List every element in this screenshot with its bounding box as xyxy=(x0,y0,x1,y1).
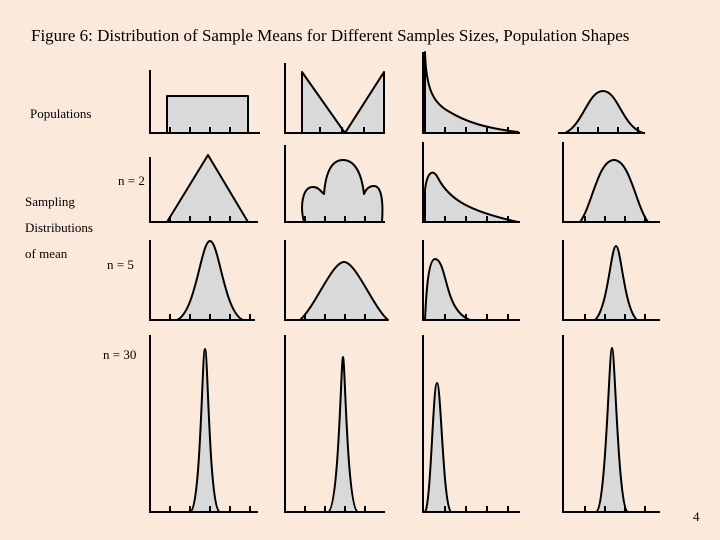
axis-r4-c4 xyxy=(562,335,660,513)
n5-v-shape xyxy=(299,261,389,321)
axis-r1-c2 xyxy=(284,63,385,134)
population-normal xyxy=(564,90,644,134)
n30-v-shape xyxy=(327,356,359,513)
population-exponential xyxy=(424,51,519,134)
axis-r2-c1 xyxy=(149,157,258,223)
axis-r2-c4 xyxy=(562,142,660,223)
population-v-shape xyxy=(301,71,385,134)
n2-normal xyxy=(579,159,649,223)
label-populations: Populations xyxy=(30,106,92,121)
axis-r4-c1 xyxy=(149,335,258,513)
n2-v-shape xyxy=(301,159,384,223)
axis-r4-c2 xyxy=(284,335,385,513)
n5-uniform xyxy=(176,240,244,321)
label-n30: n = 30 xyxy=(103,347,137,362)
population-uniform xyxy=(166,95,249,134)
n5-exponential xyxy=(424,258,471,321)
label-n2: n = 2 xyxy=(118,173,145,188)
axis-r3-c4 xyxy=(562,240,660,321)
label-sampling: Sampling xyxy=(25,194,75,209)
page-number: 4 xyxy=(693,509,700,524)
axis-r3-c1 xyxy=(149,240,255,321)
n5-normal xyxy=(594,245,638,321)
n30-normal xyxy=(595,347,629,513)
axis-ticks xyxy=(169,127,646,512)
axis-r2-c2 xyxy=(284,145,385,223)
label-distributions: Distributions xyxy=(25,220,93,235)
n30-uniform xyxy=(189,348,221,513)
label-n5: n = 5 xyxy=(107,257,134,272)
slide-title: Figure 6: Distribution of Sample Means f… xyxy=(31,26,630,45)
n30-exponential xyxy=(424,382,452,513)
n2-exponential xyxy=(424,171,519,223)
axis-r1-c1 xyxy=(149,70,260,134)
label-of-mean: of mean xyxy=(25,246,68,261)
axis-r3-c2 xyxy=(284,240,385,321)
n2-uniform xyxy=(166,154,249,223)
